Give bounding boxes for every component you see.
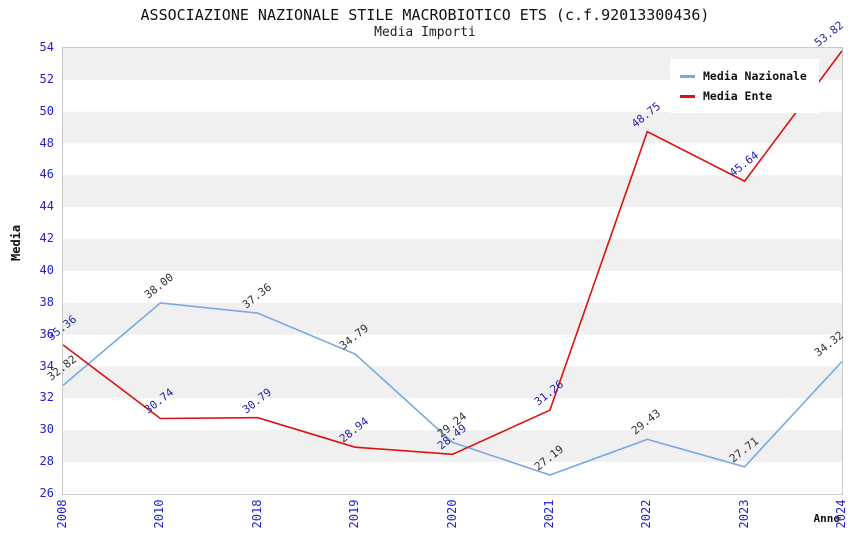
x-tick-label: 2018 <box>249 499 264 529</box>
series-line-1 <box>62 50 843 456</box>
y-tick-label: 54 <box>39 40 54 54</box>
y-tick-label: 38 <box>39 294 54 309</box>
chart-subtitle: Media Importi <box>374 25 476 40</box>
y-tick-label: 50 <box>39 103 54 118</box>
grid-band <box>63 398 842 431</box>
x-tick-label: 2022 <box>639 499 654 529</box>
y-tick-label: 46 <box>39 167 54 182</box>
grid-band <box>63 334 842 367</box>
legend-label: Media Ente <box>703 89 773 103</box>
x-tick-label: 2020 <box>444 499 459 529</box>
x-tick-label: 2008 <box>55 499 69 529</box>
y-tick-label: 30 <box>39 422 54 437</box>
y-tick-label: 26 <box>39 486 54 500</box>
grid-band <box>63 175 842 208</box>
grid-band <box>63 462 842 494</box>
x-tick-label: 2024 <box>834 499 848 529</box>
legend-item-media-ente: Media Ente <box>680 86 807 106</box>
y-tick-label: 42 <box>39 231 54 246</box>
y-tick-label: 36 <box>39 326 54 341</box>
y-tick-label: 40 <box>39 263 54 277</box>
legend-item-media-nazionale: Media Nazionale <box>680 66 807 86</box>
y-axis-title: Media <box>9 224 23 261</box>
x-tick-label: 2021 <box>541 499 556 529</box>
x-tick-label: 2019 <box>347 499 362 529</box>
grid-band <box>63 207 842 240</box>
legend-swatch-media-nazionale <box>680 74 695 78</box>
x-tick-label: 2023 <box>736 499 751 529</box>
legend-swatch-media-ente <box>680 94 695 98</box>
y-tick-label: 34 <box>39 358 54 373</box>
series-line-0 <box>62 302 843 476</box>
y-tick-label: 28 <box>39 454 54 469</box>
chart-title: ASSOCIAZIONE NAZIONALE STILE MACROBIOTIC… <box>140 6 710 24</box>
grid-band <box>63 302 842 335</box>
x-tick-label: 2010 <box>152 499 167 529</box>
x-axis-title: Anno <box>813 512 841 525</box>
y-tick-label: 48 <box>39 135 54 150</box>
grid-band <box>63 366 842 399</box>
y-tick-label: 52 <box>39 71 54 86</box>
y-tick-label: 44 <box>39 199 54 214</box>
grid-band <box>63 111 842 144</box>
legend-label: Media Nazionale <box>703 69 807 83</box>
grid-band <box>63 143 842 176</box>
legend: Media Nazionale Media Ente <box>670 59 819 113</box>
grid-band <box>63 271 842 303</box>
grid-band <box>63 239 842 271</box>
plot-region <box>62 47 843 495</box>
y-tick-label: 32 <box>39 390 54 405</box>
line-plot-svg <box>62 48 843 494</box>
